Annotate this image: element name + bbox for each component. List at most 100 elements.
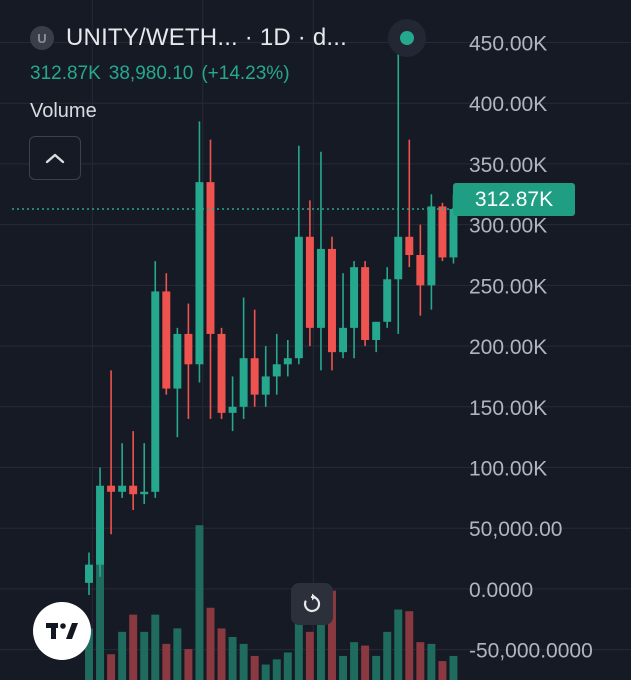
candle-body [427,206,436,286]
y-tick-label: 450.00K [469,33,547,56]
volume-bar [316,618,325,680]
volume-bar [206,607,215,680]
volume-bar [228,637,237,680]
volume-bar [129,614,138,680]
candle-body [383,279,392,322]
candle-body [217,333,226,413]
volume-bar [383,631,392,680]
volume-bar [96,508,105,680]
candle-body [294,236,303,359]
volume-bar [250,655,259,680]
y-tick-label: 400.00K [469,93,547,116]
volume-bar [107,654,116,680]
candle-body [339,327,348,353]
chart-header: U UNITY/WETH... · 1D · d... [30,22,347,54]
y-tick-label: 50,000.00 [469,518,562,541]
reset-icon [303,593,321,613]
volume-bar [416,642,425,680]
volume-bar [239,643,248,680]
volume-bar [372,655,381,680]
volume-bar [350,642,359,680]
candle-body [405,236,414,255]
candle-body [206,182,215,334]
tradingview-logo[interactable] [33,602,91,660]
volume-bar [449,655,458,680]
tradingview-logo-icon [46,623,78,639]
y-tick-label: 250.00K [469,275,547,298]
volume-bars [85,508,458,680]
change-value: 38,980.10 [108,63,194,84]
y-tick-label: 100.00K [469,458,547,481]
last-price-value: 312.87K [30,63,101,84]
candle-body [416,255,425,286]
y-tick-label: 0.0000 [469,579,533,602]
change-percent: (+14.23%) [201,63,290,84]
symbol-title[interactable]: UNITY/WETH... · 1D · d... [66,24,348,51]
volume-bar [427,643,436,680]
candle-body [316,248,325,328]
candle-body [449,209,458,258]
volume-bar [195,525,204,680]
volume-bar [140,631,149,680]
y-tick-label: 300.00K [469,215,547,238]
y-tick-label: 200.00K [469,336,547,359]
candle-body [184,333,193,365]
candle-body [250,358,259,395]
candle-body [151,291,160,492]
chevron-up-icon [45,153,65,164]
reset-chart-button[interactable] [291,583,333,625]
candle-body [85,564,93,583]
volume-bar [361,645,370,680]
quote-line: 312.87K 38,980.10 (+14.23%) [30,63,298,85]
market-status[interactable] [388,19,426,57]
volume-bar [261,664,270,680]
volume-bar [294,590,303,680]
candle-body [372,321,381,340]
candle-body [283,358,292,365]
volume-label: Volume [30,100,97,122]
candle-body [118,485,127,492]
volume-bar [173,628,182,680]
volume-bar [118,631,127,680]
collapse-button[interactable] [29,136,81,180]
volume-bar [394,609,403,680]
volume-bar [151,614,160,680]
candle-body [394,236,403,280]
volume-bar [283,652,292,680]
candle-body [107,485,116,492]
candle-body [305,236,314,328]
candle-body [350,267,359,328]
candle-body [272,364,281,377]
volume-bar [217,628,226,680]
volume-bar [162,643,171,680]
candle-body [239,358,248,407]
y-tick-label: -50,000.0000 [469,640,593,663]
candle-body [140,491,149,495]
volume-bar [272,659,281,680]
y-tick-label: 350.00K [469,154,547,177]
y-tick-label: 150.00K [469,397,547,420]
last-price-tag: 312.87K [453,183,575,216]
candle-body [261,376,270,395]
status-dot-icon [400,31,414,45]
candle-body [129,485,138,495]
volume-bar [328,590,336,680]
volume-bar [305,631,314,680]
symbol-icon: U [30,26,54,50]
candle-body [328,248,336,353]
candles [85,48,458,595]
volume-bar [85,628,93,680]
volume-bar [405,611,414,680]
candle-body [173,333,182,389]
candle-body [162,291,171,389]
candle-body [361,267,370,340]
candle-body [438,206,447,258]
candle-body [195,182,204,365]
volume-bar [184,649,193,680]
volume-bar [339,655,348,680]
price-axis: 450.00K 400.00K 350.00K 300.00K 250.00K 200.0… [469,33,593,663]
volume-bar [438,661,447,680]
candle-body [228,406,237,413]
candle-body [96,485,105,565]
